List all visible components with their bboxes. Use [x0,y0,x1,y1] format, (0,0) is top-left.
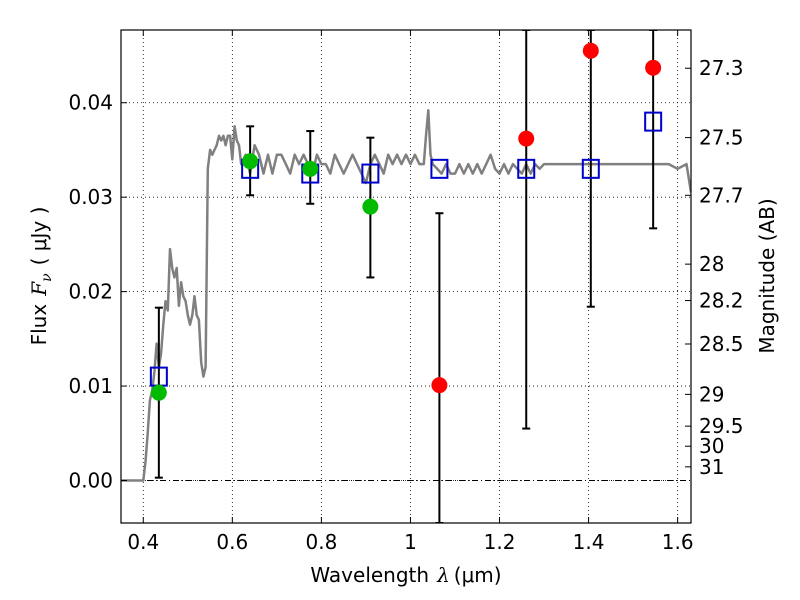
y-tick-label: 0.02 [68,280,113,304]
y-axis-label-unit: ( μJy ) [27,207,51,266]
x-tick-label: 1 [404,530,417,554]
mag-tick-label: 29 [699,382,724,406]
model-band-flux-square [581,158,600,179]
y-tick-label: 0.00 [68,469,113,493]
detection-point [362,198,379,215]
model-band-flux-square [644,111,663,132]
mag-tick-label: 27.7 [699,183,744,207]
model-band-flux-square [517,158,536,179]
detection-point [302,160,319,177]
mag-tick-label: 28 [699,252,724,276]
grid [121,30,691,523]
ticks [121,30,691,523]
x-axis-label-symbol: λ [436,563,450,587]
model-band-flux-square [361,163,380,184]
x-axis-label: Wavelength λ (μm) [310,563,501,587]
x-tick-label: 0.8 [305,530,337,554]
plot-area [121,30,691,523]
x-tick-label: 1.4 [573,530,605,554]
mag-tick-label: 28.2 [699,289,744,313]
x-axis-label-text: Wavelength [310,563,429,587]
y-tick-label: 0.03 [68,185,113,209]
x-axis-label-unit: (μm) [454,563,502,587]
y-axis-label-symbol: F [27,281,51,297]
template-spectrum-line [121,109,691,482]
non-detection-point [431,377,448,394]
x-tick-label: 1.2 [484,530,516,554]
y-axis-label-subscript: ν [39,273,55,282]
non-detection-point [645,59,662,76]
mag-tick-label: 30 [699,434,724,458]
model-band-flux-square [430,158,449,179]
y-tick-label: 0.04 [68,91,113,115]
mag-tick-label: 28.5 [699,332,744,356]
y-axis-label-text: Flux [27,304,51,346]
non-detection-point [518,130,535,147]
non-detection-point [582,42,599,59]
x-tick-label: 1.6 [662,530,694,554]
mag-tick-label: 27.5 [699,126,744,150]
x-tick-label: 0.4 [127,530,159,554]
y-tick-label: 0.01 [68,374,113,398]
mag-tick-label: 27.3 [699,56,744,80]
data-markers [149,42,663,401]
tick-labels: 0.4 0.6 0.8 1 1.2 1.4 1.6 0.00 0.01 0.02 0.03 0.04 2… [68,56,743,554]
y-axis-label: Flux Fν ( μJy ) [27,207,55,346]
magnitude-axis-label: Magnitude (AB) [755,198,779,353]
plot-frame [120,29,692,524]
x-tick-label: 0.6 [216,530,248,554]
detection-point [150,384,167,401]
plot-content [121,30,691,523]
mag-tick-label: 31 [699,455,724,479]
mag-tick-label: 29.5 [699,414,744,438]
detection-point [242,153,259,170]
